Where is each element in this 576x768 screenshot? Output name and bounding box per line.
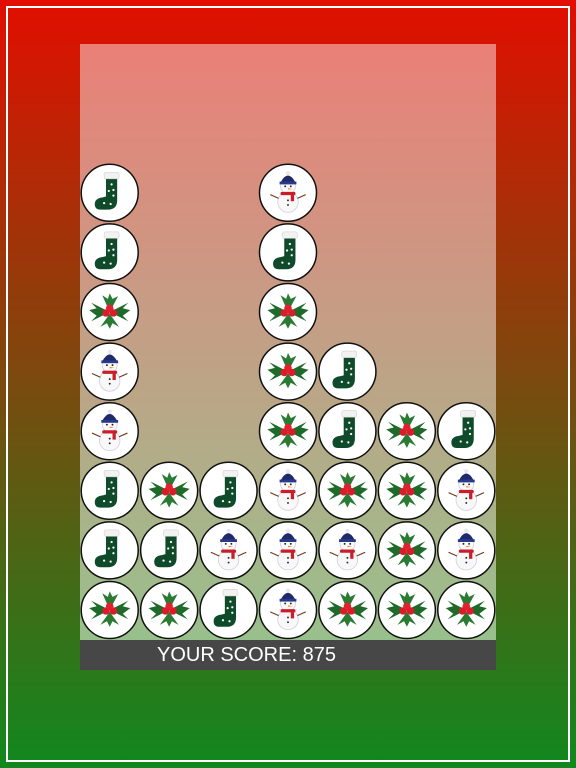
tile-stocking[interactable]	[80, 461, 139, 521]
score-bar	[80, 640, 496, 670]
score-text: YOUR SCORE: 875	[157, 644, 336, 666]
tile-stocking[interactable]	[199, 461, 258, 521]
tile-stocking[interactable]	[80, 223, 139, 282]
tile-holly[interactable]	[377, 580, 437, 640]
tile-holly[interactable]	[80, 282, 139, 342]
tile-stocking[interactable]	[80, 163, 139, 223]
tile-holly[interactable]	[318, 580, 377, 640]
tile-holly[interactable]	[258, 401, 318, 461]
tile-snowman[interactable]	[437, 461, 496, 521]
tile-snowman[interactable]	[199, 521, 258, 580]
tile-stocking[interactable]	[80, 521, 139, 580]
tile-holly[interactable]	[139, 580, 199, 640]
tile-holly[interactable]	[377, 521, 437, 580]
tiles	[80, 163, 496, 640]
tile-snowman[interactable]	[80, 401, 139, 461]
score-label: YOUR SCORE:	[157, 644, 297, 666]
score-value: 875	[303, 644, 336, 666]
tile-holly[interactable]	[377, 461, 437, 521]
tile-stocking[interactable]	[318, 342, 377, 401]
tile-stocking[interactable]	[258, 223, 318, 282]
tile-snowman[interactable]	[80, 342, 139, 401]
tile-snowman[interactable]	[258, 580, 318, 640]
tile-snowman[interactable]	[258, 163, 318, 223]
tile-snowman[interactable]	[437, 521, 496, 580]
tile-holly[interactable]	[318, 461, 377, 521]
tile-holly[interactable]	[377, 401, 437, 461]
tile-snowman[interactable]	[318, 521, 377, 580]
tile-snowman[interactable]	[258, 461, 318, 521]
tile-stocking[interactable]	[199, 580, 258, 640]
tile-holly[interactable]	[139, 461, 199, 521]
tile-holly[interactable]	[258, 282, 318, 342]
tile-holly[interactable]	[80, 580, 139, 640]
tile-stocking[interactable]	[437, 401, 496, 461]
tile-snowman[interactable]	[258, 521, 318, 580]
tile-holly[interactable]	[258, 342, 318, 401]
frame-border	[6, 6, 570, 762]
tile-holly[interactable]	[437, 580, 496, 640]
tile-stocking[interactable]	[139, 521, 199, 580]
tile-stocking[interactable]	[318, 401, 377, 461]
